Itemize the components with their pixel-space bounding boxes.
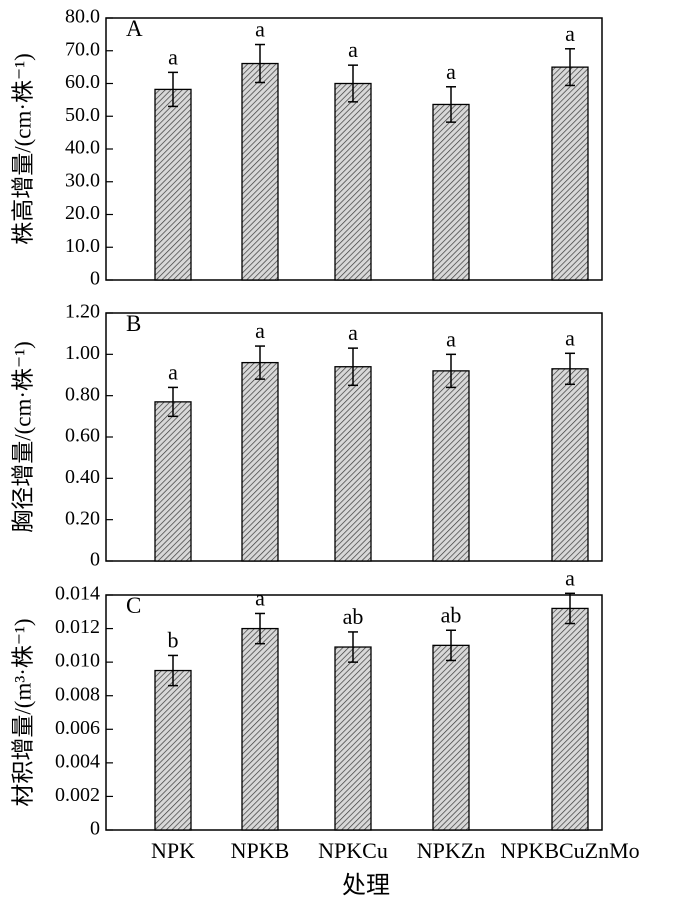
y-axis-title: 胸径增量/(cm·株⁻¹) [10,341,35,533]
error-bar [565,48,575,87]
y-tick-label: 80.0 [65,6,100,28]
y-tick-label: 20.0 [65,202,100,224]
significance-label: a [446,59,456,84]
bar-npkb [241,627,279,831]
y-tick-label: 30.0 [65,169,100,191]
error-bar [348,64,358,103]
error-bar [255,612,265,645]
bar-npkcu [334,82,372,281]
significance-label: a [255,585,265,610]
y-tick-label: 0.40 [65,466,100,488]
y-tick-label: 50.0 [65,104,100,126]
error-bar [565,592,575,625]
significance-label: a [565,21,575,46]
bar-npkbcuznmo [551,607,589,831]
x-tick-label: NPKZn [417,838,485,863]
error-bar [348,631,358,663]
y-tick-label: 1.00 [65,342,100,364]
panel-c: C 0 0.002 0.004 0.006 0.008 0.010 0.012 0.014 材积增… [10,565,639,863]
error-bar [446,86,456,123]
y-tick-label: 70.0 [65,38,100,60]
error-bar [348,347,358,387]
y-tick-label: 0.80 [65,383,100,405]
y-tick-label: 0.006 [55,717,100,739]
significance-label: ab [441,602,462,627]
error-bar [446,353,456,389]
x-tick-label: NPKCu [318,838,388,863]
bar-npkzn [432,103,470,281]
x-tick-label: NPKBCuZnMo [500,838,639,863]
error-bar [168,386,178,418]
y-tick-label: 0.20 [65,507,100,529]
significance-label: a [348,37,358,62]
bar-npkzn [432,644,470,831]
y-tick-label: 0.012 [55,616,100,638]
significance-label: b [168,627,179,652]
y-tick-label: 0.010 [55,650,100,672]
error-bar [446,629,456,662]
significance-label: a [168,44,178,69]
error-bar [168,71,178,108]
bar-npkcu [334,366,372,562]
y-tick-label: 10.0 [65,235,100,257]
panel-letter: A [126,16,143,41]
x-axis-title: 处理 [342,872,390,899]
significance-label: a [446,326,456,351]
y-tick-label: 1.20 [65,301,100,323]
panel-b: B 0 0.20 0.40 0.60 0.80 1.00 1.20 胸径增量/(cm·株⁻¹) a… [10,301,603,571]
significance-label: a [168,359,178,384]
y-axis-title: 株高增量/(cm·株⁻¹) [10,53,35,245]
x-tick-label: NPKB [231,838,290,863]
panel-a: A 0 10.0 20.0 30.0 40.0 50.0 60.0 70.0 80.0 株高增量/(… [10,6,603,290]
y-tick-label: 40.0 [65,137,100,159]
y-tick-label: 0.002 [55,784,100,806]
chart-panels: A 0 10.0 20.0 30.0 40.0 50.0 60.0 70.0 80.0 株高增量/(… [10,6,639,863]
panel-letter: C [126,593,141,618]
significance-label: a [565,325,575,350]
y-tick-label: 0.008 [55,683,100,705]
error-bar [565,352,575,386]
significance-label: a [565,565,575,590]
x-tick-label: NPK [151,838,195,863]
bar-npkb [241,62,279,281]
y-tick-label: 0.014 [55,583,100,605]
bar-npkbcuznmo [551,66,589,281]
significance-label: ab [343,604,364,629]
error-bar [255,345,265,380]
error-bar [255,43,265,84]
bar-npk [154,401,192,562]
significance-label: a [255,318,265,343]
significance-label: a [255,17,265,42]
y-tick-label: 0 [90,549,100,571]
y-tick-label: 0.004 [55,750,100,772]
y-axis-title: 材积增量/(m³·株⁻¹) [10,618,35,806]
y-tick-label: 60.0 [65,71,100,93]
error-bar [168,654,178,687]
bar-npkcu [334,646,372,831]
significance-label: a [348,320,358,345]
y-tick-label: 0.60 [65,425,100,447]
y-tick-label: 0 [90,268,100,290]
bar-npkbcuznmo [551,368,589,562]
bar-npkzn [432,370,470,562]
bar-npk [154,88,192,281]
bar-npk [154,669,192,831]
bar-npkb [241,361,279,562]
panel-letter: B [126,311,141,336]
y-tick-label: 0 [90,818,100,840]
